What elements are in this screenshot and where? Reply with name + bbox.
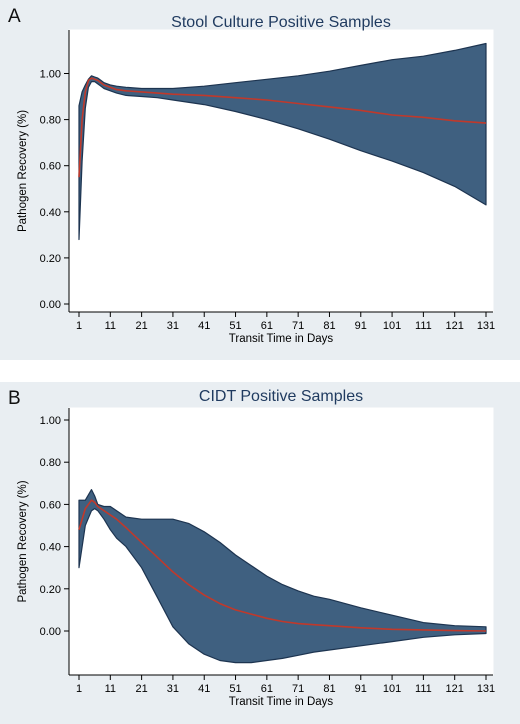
chart-a-xtick-label: 101: [383, 320, 401, 332]
chart-b-xtick-label: 21: [135, 683, 147, 695]
chart-a-ytick-label: 0.60: [40, 161, 61, 173]
panel-letter-a: A: [8, 6, 21, 27]
chart-a-ytick-label: 0.80: [40, 115, 61, 127]
chart-a-xtick-label: 91: [355, 320, 367, 332]
chart-b-xtick-label: 11: [105, 683, 116, 695]
chart-a-xtick-label: 61: [261, 320, 273, 332]
chart-a-xtick-label: 121: [446, 320, 464, 332]
chart-a-confidence-band: [78, 42, 487, 241]
chart-b-xtick-label: 71: [292, 683, 304, 695]
panel-b: B CIDT Positive Samples 0.00 0.20 0.40 0.60 0…: [0, 382, 520, 719]
chart-b-xtick-label: 121: [446, 683, 464, 695]
chart-a: Stool Culture Positive Samples 0.00 0.20 0.…: [17, 14, 495, 345]
chart-a-xtick-label: 131: [477, 320, 495, 332]
chart-a-xtick-label: 111: [415, 320, 432, 332]
chart-b-ytick-label: 0.40: [40, 542, 61, 554]
chart-b-xtick-label: 91: [355, 683, 367, 695]
panel-separator: [0, 360, 520, 382]
chart-a-xtick-label: 51: [229, 320, 241, 332]
chart-a-title: Stool Culture Positive Samples: [171, 14, 391, 31]
chart-a-ytick-label: 0.20: [40, 253, 61, 265]
chart-b-xtick-label: 101: [383, 683, 401, 695]
chart-b-ytick-label: 0.60: [40, 499, 61, 511]
chart-a-xtick-label: 11: [105, 320, 116, 332]
chart-b-xtick-label: 111: [415, 683, 432, 695]
chart-b-ytick-label: 0.20: [40, 584, 61, 596]
chart-b-xtick-label: 1: [76, 683, 82, 695]
chart-b-ytick-label: 1.00: [40, 415, 61, 427]
chart-b-xtick-label: 31: [167, 683, 179, 695]
chart-b-title: CIDT Positive Samples: [199, 388, 363, 405]
chart-b: CIDT Positive Samples 0.00 0.20 0.40 0.60 0.8…: [17, 388, 495, 708]
chart-b-y-axis-label: Pathogen Recovery (%): [17, 480, 29, 602]
chart-b-xtick-label: 41: [198, 683, 210, 695]
chart-a-ytick-label: 1.00: [40, 69, 61, 81]
chart-a-estimate-line: [78, 77, 487, 178]
chart-a-xtick-label: 31: [167, 320, 179, 332]
chart-a-xtick-label: 21: [135, 320, 147, 332]
chart-a-xtick-label: 1: [76, 320, 82, 332]
chart-a-xtick-label: 71: [292, 320, 304, 332]
chart-a-ytick-label: 0.40: [40, 207, 61, 219]
chart-b-xtick-label: 51: [229, 683, 241, 695]
chart-a-ytick-label: 0.00: [40, 299, 61, 311]
chart-b-estimate-line: [78, 499, 487, 632]
chart-b-xtick-label: 81: [323, 683, 335, 695]
chart-b-confidence-band: [78, 489, 487, 664]
chart-a-xtick-label: 41: [198, 320, 210, 332]
chart-a-xtick-label: 81: [323, 320, 335, 332]
chart-b-ytick-label: 0.80: [40, 457, 61, 469]
chart-a-y-axis-label: Pathogen Recovery (%): [17, 110, 29, 232]
chart-b-xtick-label: 131: [477, 683, 495, 695]
chart-a-x-axis-label: Transit Time in Days: [229, 333, 334, 345]
panel-a: A Stool Culture Positive Samples 0.00 0.20…: [0, 0, 520, 360]
chart-b-xtick-label: 61: [261, 683, 273, 695]
panel-letter-b: B: [8, 388, 21, 409]
chart-b-x-axis-label: Transit Time in Days: [229, 696, 334, 708]
chart-b-ytick-label: 0.00: [40, 626, 61, 638]
